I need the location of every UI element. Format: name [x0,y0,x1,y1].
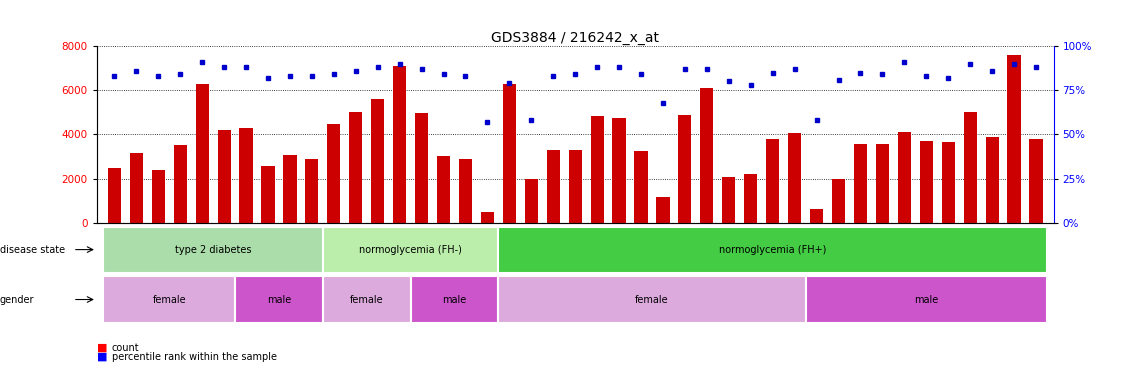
Text: male: male [915,295,939,305]
Bar [767,139,779,223]
Bar [284,156,296,223]
Bar [613,118,625,223]
Bar [437,157,450,223]
Bar [459,159,472,223]
Bar [371,99,384,223]
Bar [547,150,560,223]
Bar [196,84,208,223]
Bar [876,144,890,223]
Bar [305,159,319,223]
Title: GDS3884 / 216242_x_at: GDS3884 / 216242_x_at [491,31,659,45]
Text: male: male [442,295,467,305]
Bar [261,166,274,223]
Text: female: female [636,295,669,305]
Bar [810,210,823,223]
Bar [744,174,757,223]
Text: percentile rank within the sample: percentile rank within the sample [112,352,277,362]
Text: disease state: disease state [0,245,65,255]
Bar [151,170,165,223]
Bar [525,179,538,223]
Bar [679,114,691,223]
Bar [590,116,604,223]
Bar [634,151,648,223]
Bar [919,141,933,223]
Bar [104,227,322,273]
Bar [350,112,362,223]
Bar [393,66,407,223]
Bar [218,130,231,223]
Bar [327,124,341,223]
Bar [1030,139,1042,223]
Bar [942,142,954,223]
Text: ■: ■ [97,352,107,362]
Bar [322,276,411,323]
Bar [411,276,499,323]
Bar [481,212,494,223]
Bar [502,84,516,223]
Bar [173,146,187,223]
Bar [788,133,801,223]
Bar [104,276,235,323]
Text: ■: ■ [97,343,107,353]
Text: female: female [153,295,186,305]
Bar [1008,55,1021,223]
Text: count: count [112,343,139,353]
Bar [898,132,911,223]
Bar [805,276,1047,323]
Text: normoglycemia (FH-): normoglycemia (FH-) [359,245,462,255]
Text: normoglycemia (FH+): normoglycemia (FH+) [719,245,827,255]
Bar [854,144,867,223]
Bar [722,177,736,223]
Bar [964,112,977,223]
Bar [130,153,142,223]
Bar [499,276,805,323]
Bar [239,128,253,223]
Bar [235,276,322,323]
Bar [985,137,999,223]
Bar [656,197,670,223]
Bar [415,113,428,223]
Text: female: female [350,295,384,305]
Text: type 2 diabetes: type 2 diabetes [175,245,252,255]
Text: male: male [267,295,292,305]
Bar [499,227,1047,273]
Text: gender: gender [0,295,34,305]
Bar [108,167,121,223]
Bar [568,150,582,223]
Bar [700,88,713,223]
Bar [322,227,499,273]
Bar [831,179,845,223]
